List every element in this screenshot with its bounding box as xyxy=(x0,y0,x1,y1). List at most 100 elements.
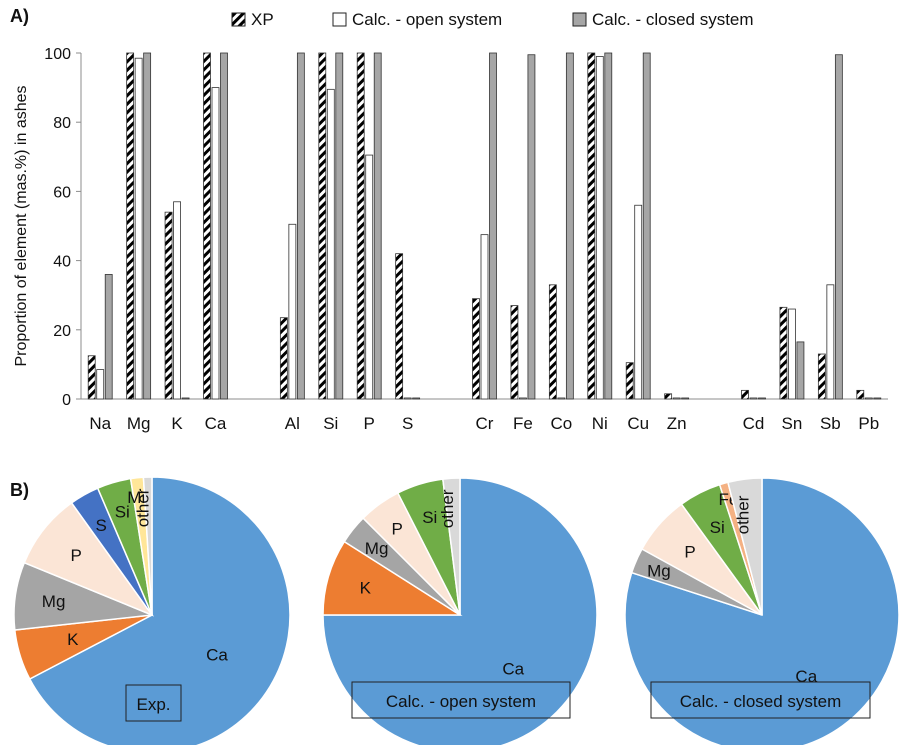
y-axis-label: Proportion of element (mas.%) in ashes xyxy=(13,85,30,366)
x-tick-label: Si xyxy=(323,414,338,433)
pie-label: other xyxy=(438,489,457,528)
pie-label: Mg xyxy=(42,592,66,611)
bar-closed-system-Fe xyxy=(527,54,536,400)
x-tick-label: S xyxy=(402,414,413,433)
pie-label: Mg xyxy=(365,539,389,558)
pie-box xyxy=(125,684,182,722)
x-tick-label: Na xyxy=(89,414,111,433)
pie-slice-other xyxy=(441,477,461,616)
pie-label: other xyxy=(133,488,152,527)
bar-xp-Cr xyxy=(472,298,480,400)
pie-box xyxy=(351,681,571,719)
bar-xp-Al xyxy=(279,317,288,400)
bar-xp-Sn xyxy=(779,306,788,400)
pie-label: Ca xyxy=(502,659,524,678)
bar-open-system-Cd xyxy=(749,397,758,400)
x-tick-label: Cu xyxy=(627,414,649,433)
bar-xp-K xyxy=(164,211,173,400)
pie-chart-2: Ca K MgP Si other Calc. - open system xyxy=(322,477,598,745)
pie-label: P xyxy=(392,520,403,539)
y-tick-label: 100 xyxy=(44,46,71,63)
x-tick-label: Cd xyxy=(743,414,765,433)
bar-closed-system-Co xyxy=(565,52,574,400)
bar-xp-Ni xyxy=(587,52,596,400)
pie-label: Si xyxy=(115,503,130,522)
bar-closed-system-Na xyxy=(104,274,113,400)
bar-open-system-Sn xyxy=(788,308,796,400)
bar-open-system-Cr xyxy=(480,234,489,400)
bar-open-system-Ca xyxy=(211,87,220,400)
bar-open-system-Na xyxy=(96,369,105,400)
bar-closed-system-Pb xyxy=(873,397,882,400)
x-tick-label: Pb xyxy=(858,414,879,433)
pie-slice-other xyxy=(727,477,763,616)
pie-label: Ca xyxy=(795,667,817,686)
bar-xp-Cu xyxy=(625,362,634,400)
x-tick-label: Sn xyxy=(782,414,803,433)
bar-open-system-Co xyxy=(557,397,566,400)
panel-a-label: A) xyxy=(10,6,29,26)
bar-xp-Mg xyxy=(126,52,135,400)
bar-closed-system-Cd xyxy=(758,397,766,400)
pie-slice-Ca xyxy=(322,477,598,745)
pie-label: Ca xyxy=(206,645,228,664)
y-tick-label: 80 xyxy=(53,115,71,132)
bar-chart: 0 20 40 60 80 100 Proportion of element (mas.%… xyxy=(13,46,888,433)
pie-label: Si xyxy=(710,518,725,537)
bar-xp-Co xyxy=(548,284,557,400)
bar-xp-Na xyxy=(87,355,96,400)
bar-xp-Zn xyxy=(664,393,673,400)
legend-label-0: XP xyxy=(251,10,274,29)
pie-label: P xyxy=(71,546,82,565)
legend-swatch-2 xyxy=(572,12,587,27)
bar-closed-system-P xyxy=(373,52,382,400)
bar-closed-system-Zn xyxy=(681,397,690,400)
pie-label: P xyxy=(684,543,695,562)
x-tick-label: Al xyxy=(285,414,300,433)
bar-closed-system-Cr xyxy=(489,52,497,400)
bar-open-system-Sb xyxy=(826,284,835,400)
bar-closed-system-Ca xyxy=(220,52,228,400)
bar-xp-Cd xyxy=(741,389,749,400)
pie-box-label: Calc. - closed system xyxy=(680,692,842,711)
chart-legend: XP Calc. - open system Calc. - closed syst… xyxy=(231,10,754,29)
legend-swatch-1 xyxy=(332,12,347,27)
bar-closed-system-Sb xyxy=(834,54,843,400)
bar-open-system-Fe xyxy=(519,397,527,400)
x-tick-label: Zn xyxy=(667,414,687,433)
x-tick-label: Co xyxy=(550,414,572,433)
bar-open-system-S xyxy=(403,397,412,400)
bar-closed-system-Sn xyxy=(796,341,805,400)
x-tick-label: P xyxy=(364,414,375,433)
bar-closed-system-Al xyxy=(296,52,305,400)
bar-xp-Ca xyxy=(203,52,211,400)
pie-label: Mg xyxy=(647,561,671,580)
x-tick-label: Fe xyxy=(513,414,533,433)
pie-label: other xyxy=(734,495,753,534)
bar-closed-system-Mg xyxy=(143,52,152,400)
legend-label-1: Calc. - open system xyxy=(352,10,502,29)
pie-label: Si xyxy=(422,508,437,527)
pie-label: S xyxy=(96,516,107,535)
bar-open-system-Ni xyxy=(595,56,604,400)
pie-box-label: Calc. - open system xyxy=(386,692,536,711)
panel-b-label: B) xyxy=(10,480,29,500)
bar-closed-system-Si xyxy=(335,52,344,400)
y-tick-label: 40 xyxy=(53,254,71,271)
pie-box xyxy=(650,681,871,719)
bar-open-system-P xyxy=(365,154,374,400)
bar-xp-Fe xyxy=(510,305,519,400)
y-tick-label: 60 xyxy=(53,184,71,201)
pie-label: K xyxy=(67,630,79,649)
pie-box-label: Exp. xyxy=(136,695,170,714)
x-tick-label: Ca xyxy=(205,414,227,433)
x-tick-label: Cr xyxy=(476,414,494,433)
bar-open-system-Al xyxy=(288,223,297,400)
bar-xp-Pb xyxy=(856,389,865,400)
y-tick-label: 20 xyxy=(53,323,71,340)
legend-label-2: Calc. - closed system xyxy=(592,10,754,29)
x-tick-label: Sb xyxy=(820,414,841,433)
